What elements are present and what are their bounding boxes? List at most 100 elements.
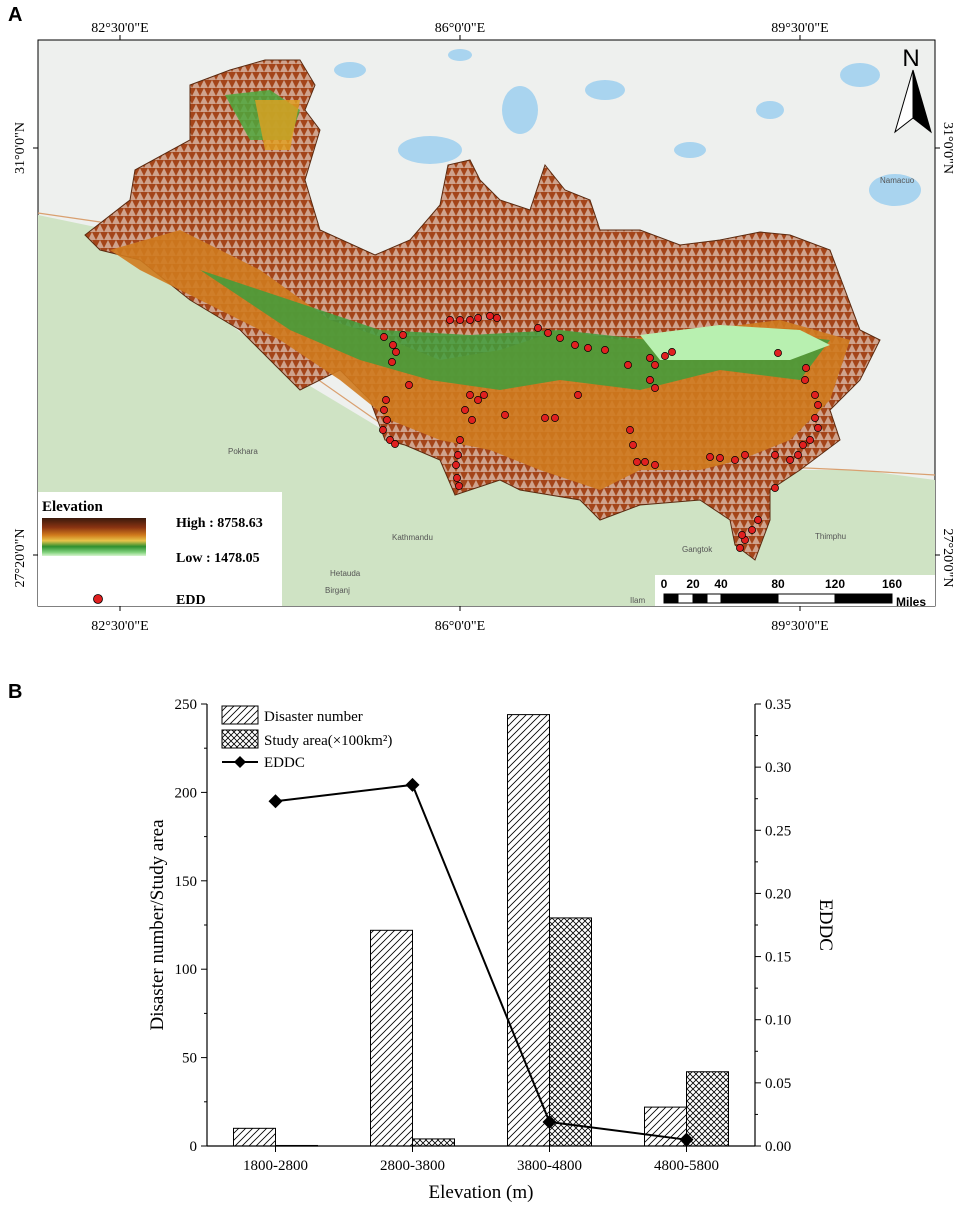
edd-point	[786, 456, 794, 464]
x-tick-label: 3800-4800	[517, 1158, 582, 1174]
place-label: Hetauda	[330, 569, 361, 578]
edd-point	[453, 474, 461, 482]
y2-tick-label: 0.30	[765, 760, 791, 776]
edd-point	[571, 341, 579, 349]
place-label: Birganj	[325, 586, 350, 595]
edd-legend-marker	[93, 594, 103, 604]
edd-point	[501, 411, 509, 419]
scale-unit: Miles	[896, 595, 926, 609]
lake	[448, 49, 472, 61]
edd-point	[651, 384, 659, 392]
edd-point	[651, 361, 659, 369]
lon-label-bottom: 82°30'0"E	[91, 619, 148, 634]
edd-point	[454, 451, 462, 459]
edd-point	[466, 316, 474, 324]
study-area-bar	[412, 1138, 455, 1147]
edd-point	[806, 436, 814, 444]
y2-tick-label: 0.05	[765, 1076, 791, 1092]
place-label: Kathmandu	[392, 533, 433, 542]
edd-point	[452, 461, 460, 469]
edd-point	[388, 358, 396, 366]
scale-tick: 160	[882, 577, 902, 591]
lat-label-left: 27°20'0"N	[13, 529, 28, 588]
y2-tick-label: 0.25	[765, 823, 791, 839]
legend-title: Elevation	[42, 499, 103, 515]
eddc-point	[542, 1115, 557, 1130]
lon-label-top: 89°30'0"E	[771, 21, 828, 36]
edd-point	[646, 376, 654, 384]
scale-tick: 20	[686, 577, 700, 591]
edd-point	[624, 361, 632, 369]
edd-point	[748, 526, 756, 534]
place-label: Pokhara	[228, 447, 258, 456]
legend-high: High : 8758.63	[176, 516, 263, 531]
lake	[756, 101, 784, 119]
edd-point	[541, 414, 549, 422]
edd-point	[646, 354, 654, 362]
edd-points	[379, 312, 822, 552]
lake	[334, 62, 366, 78]
y2-axis-title: EDDC	[815, 899, 836, 951]
study-area-bar	[549, 917, 592, 1147]
bar-line-chart: 0 50 100 150 200 250 0.00 0.05 0.10 0.15 0.20 0.25 0…	[147, 697, 836, 1203]
legend-label-study-area: Study area(×100km²)	[264, 733, 392, 749]
edd-point	[391, 440, 399, 448]
disaster-number-bar	[370, 929, 413, 1147]
edd-point	[379, 426, 387, 434]
y2-tick-label: 0.35	[765, 697, 791, 713]
edd-point	[446, 316, 454, 324]
x-tick-label: 4800-5800	[654, 1158, 719, 1174]
edd-point	[389, 341, 397, 349]
edd-point	[392, 348, 400, 356]
lake	[840, 63, 880, 87]
edd-point	[661, 352, 669, 360]
legend-swatch-disaster	[221, 705, 259, 725]
edd-point	[544, 329, 552, 337]
y-tick-label: 0	[190, 1139, 198, 1155]
edd-point	[754, 516, 762, 524]
y-tick-label: 200	[175, 785, 198, 801]
place-label: Gangtok	[682, 545, 713, 554]
edd-point	[651, 461, 659, 469]
north-arrow-icon: N	[894, 45, 932, 134]
edd-point	[380, 406, 388, 414]
scale-tick: 120	[825, 577, 845, 591]
y2-tick-label: 0.20	[765, 886, 791, 902]
lon-label-top: 82°30'0"E	[91, 21, 148, 36]
edd-point	[716, 454, 724, 462]
edd-point	[629, 441, 637, 449]
edd-point	[399, 331, 407, 339]
edd-point	[493, 314, 501, 322]
edd-point	[731, 456, 739, 464]
edd-point	[474, 314, 482, 322]
edd-point	[668, 348, 676, 356]
eddc-point	[405, 777, 420, 792]
disaster-number-bar	[233, 1127, 276, 1147]
lake	[674, 142, 706, 158]
edd-point	[794, 451, 802, 459]
lake	[585, 80, 625, 100]
legend-label-disaster: Disaster number	[264, 709, 363, 725]
scale-tick: 0	[661, 577, 668, 591]
edd-point	[601, 346, 609, 354]
lon-label-top: 86°0'0"E	[435, 21, 485, 36]
edd-point	[814, 424, 822, 432]
edd-point	[741, 451, 749, 459]
y-tick-label: 50	[182, 1051, 197, 1067]
lon-label-bottom: 86°0'0"E	[435, 619, 485, 634]
y-tick-label: 150	[175, 874, 198, 890]
edd-point	[556, 334, 564, 342]
panel-a-label: A	[8, 4, 23, 26]
edd-point	[641, 458, 649, 466]
edd-point	[486, 312, 494, 320]
edd-point	[461, 406, 469, 414]
edd-point	[574, 391, 582, 399]
legend-low: Low : 1478.05	[176, 551, 260, 566]
x-tick-label: 2800-3800	[380, 1158, 445, 1174]
edd-point	[771, 451, 779, 459]
y-tick-label: 100	[175, 962, 198, 978]
y-axis-title: Disaster number/Study area	[147, 819, 168, 1031]
y-tick-label: 250	[175, 697, 198, 713]
edd-point	[468, 416, 476, 424]
edd-point	[774, 349, 782, 357]
